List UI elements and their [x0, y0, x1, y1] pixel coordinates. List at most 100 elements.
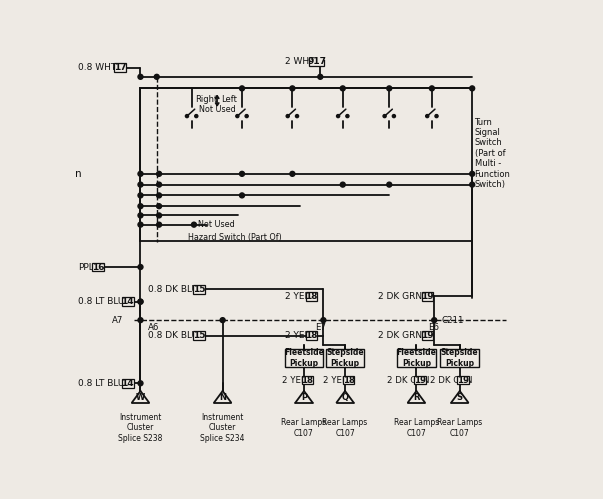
Text: 0.8 LT BLU: 0.8 LT BLU: [78, 297, 124, 306]
Circle shape: [286, 115, 289, 118]
Text: E6: E6: [428, 323, 439, 332]
Bar: [193, 331, 205, 340]
Text: 18: 18: [343, 376, 355, 385]
Bar: [306, 331, 317, 340]
Text: 15: 15: [193, 285, 205, 294]
Text: Rear Lamps
C107: Rear Lamps C107: [394, 418, 439, 438]
Text: 2 YEL: 2 YEL: [285, 292, 309, 301]
Circle shape: [157, 222, 162, 227]
Text: 14: 14: [121, 379, 134, 388]
Text: Stepside
Pickup: Stepside Pickup: [441, 348, 479, 368]
Text: A7: A7: [112, 316, 124, 325]
Text: 0.8 DK BLU: 0.8 DK BLU: [148, 285, 198, 294]
Circle shape: [245, 115, 248, 118]
Circle shape: [195, 115, 198, 118]
Text: 19: 19: [414, 376, 426, 385]
Text: 19: 19: [457, 376, 469, 385]
Bar: [326, 349, 364, 367]
Text: 18: 18: [305, 292, 318, 301]
Circle shape: [290, 86, 295, 91]
Circle shape: [429, 86, 434, 91]
Circle shape: [340, 86, 346, 91]
Bar: [193, 285, 205, 293]
Text: W: W: [136, 393, 145, 402]
Text: 2 DK GRN: 2 DK GRN: [431, 376, 473, 385]
Circle shape: [138, 299, 143, 304]
Text: R: R: [413, 393, 420, 402]
Text: 2 YEL: 2 YEL: [285, 331, 309, 340]
Circle shape: [138, 222, 143, 227]
Text: 0.8 LT BLU: 0.8 LT BLU: [78, 379, 124, 388]
Text: 18: 18: [302, 376, 314, 385]
Text: Not Used: Not Used: [200, 105, 236, 114]
Text: 2 YEL: 2 YEL: [323, 376, 347, 385]
Text: C211: C211: [442, 316, 464, 325]
Circle shape: [239, 193, 244, 198]
Text: 15: 15: [193, 331, 205, 340]
Text: E7: E7: [315, 323, 327, 332]
Text: Hazard Switch (Part Of): Hazard Switch (Part Of): [188, 233, 282, 242]
Text: PPL: PPL: [78, 262, 93, 271]
Bar: [458, 376, 469, 384]
Circle shape: [138, 74, 143, 79]
Text: 2 DK GRN: 2 DK GRN: [377, 292, 421, 301]
Circle shape: [470, 86, 475, 91]
Circle shape: [138, 299, 143, 304]
Text: Q: Q: [341, 393, 349, 402]
Circle shape: [321, 318, 326, 323]
Text: Not Used: Not Used: [198, 220, 235, 229]
Circle shape: [387, 182, 392, 187]
Bar: [422, 331, 434, 340]
Text: N: N: [219, 393, 226, 402]
Circle shape: [470, 182, 475, 187]
Text: Fleetside
Pickup: Fleetside Pickup: [284, 348, 324, 368]
Circle shape: [138, 381, 143, 386]
Bar: [122, 297, 133, 306]
Circle shape: [192, 222, 197, 227]
Circle shape: [295, 115, 298, 118]
Circle shape: [157, 204, 162, 209]
Circle shape: [426, 115, 429, 118]
Text: 2 WHT: 2 WHT: [285, 57, 314, 66]
Circle shape: [435, 115, 438, 118]
Circle shape: [157, 193, 162, 198]
Circle shape: [138, 204, 143, 209]
Bar: [397, 349, 436, 367]
Bar: [343, 376, 355, 384]
Text: Rear Lamps
C107: Rear Lamps C107: [282, 418, 327, 438]
Circle shape: [138, 193, 143, 198]
Bar: [309, 57, 324, 66]
Circle shape: [157, 171, 162, 176]
Circle shape: [239, 86, 244, 91]
Text: S: S: [457, 393, 463, 402]
Circle shape: [157, 182, 162, 187]
Text: 2 DK GRN: 2 DK GRN: [377, 331, 421, 340]
Bar: [302, 376, 314, 384]
Circle shape: [138, 213, 143, 218]
Bar: [114, 63, 126, 72]
Text: 19: 19: [421, 331, 434, 340]
Text: n: n: [75, 169, 82, 179]
Circle shape: [336, 115, 339, 118]
Text: A6: A6: [148, 323, 160, 332]
Text: 19: 19: [421, 292, 434, 301]
Circle shape: [138, 264, 143, 269]
Text: 16: 16: [92, 262, 104, 271]
Text: 0.8 WHT: 0.8 WHT: [78, 63, 116, 72]
Circle shape: [138, 171, 143, 176]
Bar: [285, 349, 323, 367]
Circle shape: [470, 171, 475, 176]
Text: 917: 917: [307, 57, 326, 66]
Circle shape: [346, 115, 349, 118]
Circle shape: [393, 115, 396, 118]
Text: Turn
Signal
Switch
(Part of
Multi -
Function
Switch): Turn Signal Switch (Part of Multi - Func…: [475, 118, 510, 189]
Text: Instrument
Cluster
Splice S238: Instrument Cluster Splice S238: [118, 413, 163, 443]
Text: Rear Lamps
C107: Rear Lamps C107: [437, 418, 482, 438]
Bar: [92, 263, 104, 271]
Circle shape: [432, 318, 437, 323]
Circle shape: [154, 74, 159, 79]
Circle shape: [383, 115, 386, 118]
Text: 0.8 DK BLU: 0.8 DK BLU: [148, 331, 198, 340]
Text: 2 YEL: 2 YEL: [282, 376, 306, 385]
Text: Left: Left: [221, 95, 237, 104]
